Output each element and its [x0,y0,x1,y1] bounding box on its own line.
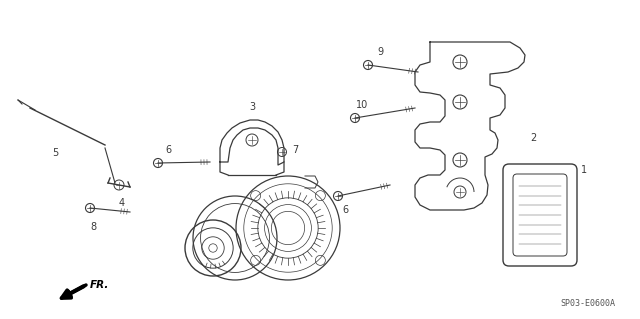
Text: 3: 3 [249,102,255,112]
Text: 1: 1 [581,165,587,175]
Text: 8: 8 [90,222,96,232]
Text: 2: 2 [530,133,536,143]
Text: SP03-E0600A: SP03-E0600A [560,299,615,308]
Text: 6: 6 [342,205,348,215]
Text: FR.: FR. [90,280,109,290]
Text: 10: 10 [356,100,368,110]
FancyArrowPatch shape [61,285,86,298]
Text: 7: 7 [292,145,298,155]
Text: 5: 5 [52,148,58,158]
Text: 6: 6 [165,145,171,155]
Text: 9: 9 [377,47,383,57]
Text: 4: 4 [119,198,125,208]
